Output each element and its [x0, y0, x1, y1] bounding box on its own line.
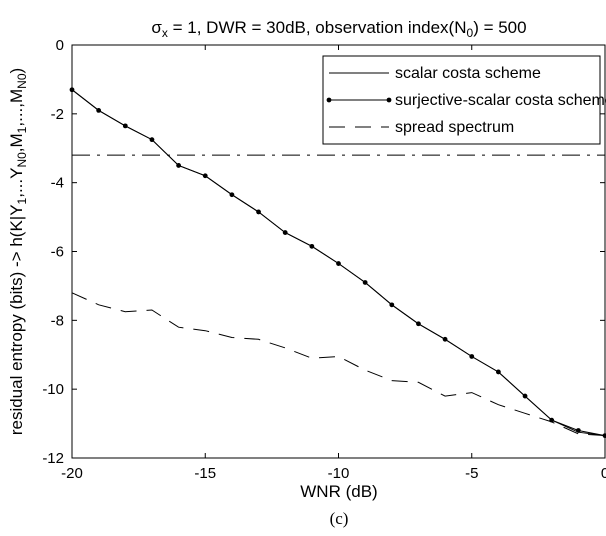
data-point	[122, 123, 128, 129]
data-point	[69, 87, 75, 93]
y-tick-label: -10	[42, 381, 64, 398]
legend-marker	[326, 97, 332, 103]
y-axis-label: residual entropy (bits) -> h(K|Y1,...YN0…	[7, 68, 29, 435]
x-tick-label: -5	[465, 465, 478, 482]
data-point	[522, 393, 528, 399]
y-tick-label: -12	[42, 450, 64, 467]
data-point	[149, 137, 155, 143]
data-point	[442, 336, 448, 342]
data-point	[309, 243, 315, 249]
y-tick-label: -6	[51, 244, 64, 261]
series-line-3	[71, 292, 606, 437]
data-point	[256, 209, 261, 215]
data-point	[416, 321, 421, 327]
data-point	[229, 192, 235, 198]
data-point	[469, 354, 475, 359]
data-point	[496, 369, 501, 375]
x-axis-label: WNR (dB)	[300, 482, 377, 501]
data-point	[362, 280, 368, 285]
y-tick-label: -4	[51, 175, 64, 192]
data-point	[389, 302, 395, 308]
x-tick-label: -10	[328, 465, 350, 482]
y-tick-label: 0	[56, 37, 64, 54]
data-point	[602, 433, 606, 439]
x-tick-label: -15	[194, 465, 216, 482]
legend-marker	[386, 97, 392, 103]
figure-caption: (c)	[330, 509, 349, 528]
data-point	[575, 428, 581, 433]
chart-title: σx = 1, DWR = 30dB, observation index(N0…	[151, 18, 526, 40]
legend-label: scalar costa scheme	[395, 65, 541, 82]
series-layer	[69, 87, 606, 439]
y-tick-label: -8	[51, 312, 64, 329]
data-point	[96, 107, 102, 113]
data-point	[336, 261, 341, 266]
data-point	[202, 173, 208, 179]
y-axis-ticks: 0 -2 -4 -6 -8 -10 -12	[42, 37, 605, 467]
data-point	[176, 163, 182, 168]
x-tick-label: -20	[61, 465, 83, 482]
legend-label: spread spectrum	[395, 119, 514, 136]
data-point	[282, 230, 288, 235]
legend: scalar costa scheme surjective-scalar cos…	[322, 55, 606, 145]
x-axis-ticks: -20 -15 -10 -5 0	[61, 45, 606, 482]
y-tick-label: -2	[51, 106, 64, 123]
legend-label: surjective-scalar costa scheme	[395, 92, 606, 109]
x-tick-label: 0	[601, 465, 606, 482]
